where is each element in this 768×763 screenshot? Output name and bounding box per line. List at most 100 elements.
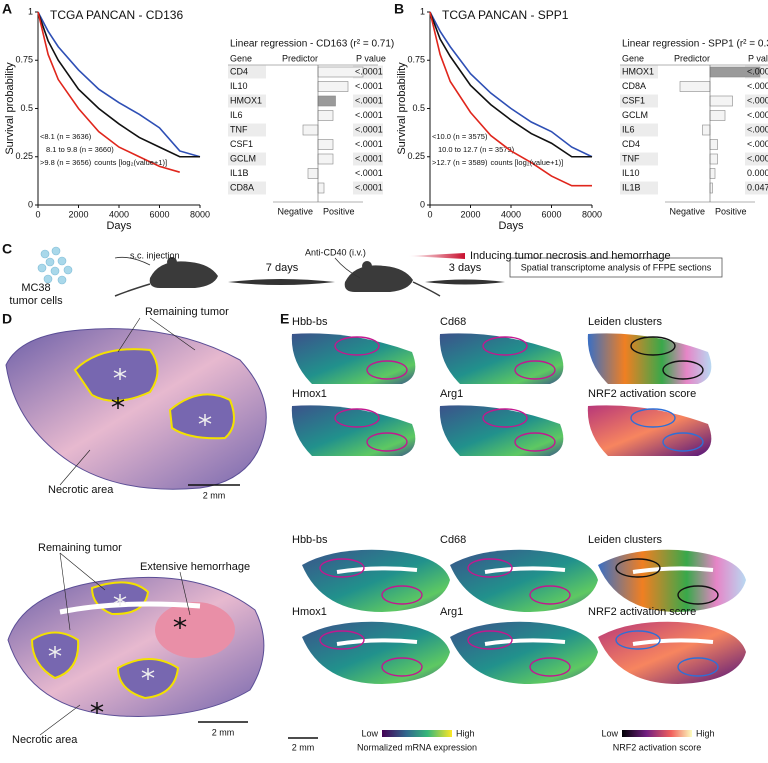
step-label: 3 days (449, 262, 482, 274)
legend-entry: <10.0 (n = 3575) (432, 132, 488, 141)
table-header: Predictor (282, 53, 318, 63)
row-bg (620, 152, 658, 166)
row-bg (745, 109, 768, 122)
gap (336, 566, 418, 574)
p-value: <.0001 (355, 168, 383, 178)
table-title: Linear regression - CD163 (r² = 0.71) (230, 39, 394, 50)
x-axis-label: Days (106, 220, 132, 232)
spatial-map (302, 549, 450, 612)
cells-label: MC38 (21, 282, 50, 294)
scale-label: 2 mm (292, 742, 315, 752)
bar (317, 139, 334, 150)
map-title: Leiden clusters (588, 316, 662, 328)
map-title: NRF2 activation score (588, 388, 696, 400)
x-tick-label: 8000 (582, 209, 602, 219)
spatial-map (439, 333, 564, 384)
panel-label: D (2, 311, 12, 327)
gap (484, 566, 566, 574)
bar (709, 153, 718, 165)
gene-name: IL1B (622, 182, 641, 192)
y-tick-label: 0.5 (412, 103, 425, 113)
map-title: Hbb-bs (292, 316, 328, 328)
annotation: Necrotic area (12, 734, 78, 746)
row-bg (353, 181, 383, 195)
axis-label: Negative (669, 206, 705, 216)
bar (317, 110, 334, 121)
p-value: 0.0473 (747, 182, 768, 192)
legend-entry: <8.1 (n = 3636) (40, 132, 92, 141)
row-bg (228, 123, 266, 137)
x-tick-label: 2000 (460, 209, 480, 219)
region-outline (615, 558, 661, 578)
p-value: 0.0003 (747, 168, 768, 178)
p-value: <.0001 (355, 110, 383, 120)
p-value: <.0001 (355, 66, 383, 76)
region-outline (630, 408, 676, 428)
bar (302, 124, 319, 136)
y-tick-label: 0.25 (15, 151, 33, 161)
gene-name: TNF (622, 153, 640, 163)
region-outline (529, 657, 571, 677)
region-outline (319, 558, 365, 578)
row-bg (745, 181, 768, 195)
row-bg (228, 65, 266, 79)
row-bg (745, 94, 768, 108)
p-value: <.0001 (747, 110, 768, 120)
spatial-map (450, 621, 598, 684)
bar (317, 182, 325, 194)
map-title: Hmox1 (292, 388, 327, 400)
region-outline (514, 360, 556, 380)
gene-name: GCLM (622, 110, 648, 120)
p-value: <.0001 (747, 95, 768, 105)
region-outline (677, 585, 719, 605)
region-outline (615, 630, 661, 650)
axis-label: Negative (277, 206, 313, 216)
p-value: <.0001 (355, 139, 383, 149)
legend-high: High (456, 728, 475, 738)
legend-note: counts [log₂(value+1)] (490, 158, 563, 167)
p-value: <.0001 (747, 153, 768, 163)
chart-title: TCGA PANCAN - CD136 (50, 8, 183, 22)
table-header: P value (748, 53, 768, 63)
gene-name: HMOX1 (622, 66, 654, 76)
y-tick-label: 1 (420, 6, 425, 16)
region-outline (381, 657, 423, 677)
x-tick-label: 0 (427, 209, 432, 219)
x-tick-label: 4000 (109, 209, 129, 219)
bar (317, 95, 336, 107)
x-tick-label: 4000 (501, 209, 521, 219)
p-value: <.0001 (355, 182, 383, 192)
y-tick-label: 0.25 (407, 151, 425, 161)
legend-entry: 10.0 to 12.7 (n = 3579) (438, 145, 515, 154)
bar (709, 182, 713, 194)
row-bg (353, 167, 383, 180)
p-value: <.0001 (747, 139, 768, 149)
legend-entry: >12.7 (n = 3589) (432, 158, 488, 167)
gene-name: IL1B (230, 168, 249, 178)
histology (5, 317, 267, 736)
legend-caption: Normalized mRNA expression (357, 742, 477, 752)
row-bg (353, 152, 383, 166)
gene-name: CD8A (230, 182, 254, 192)
x-tick-label: 8000 (190, 209, 210, 219)
colorbar (382, 730, 452, 737)
bar (709, 139, 718, 150)
annotation: Remaining tumor (145, 306, 229, 318)
legend-entry: 8.1 to 9.8 (n = 3660) (46, 145, 114, 154)
row-bg (620, 65, 658, 79)
x-tick-label: 6000 (541, 209, 561, 219)
row-bg (228, 181, 266, 195)
bar (317, 153, 334, 165)
gap (632, 566, 714, 574)
p-value: <.0001 (747, 66, 768, 76)
x-tick-label: 6000 (149, 209, 169, 219)
survival-curve (429, 11, 592, 187)
row-bg (620, 80, 658, 93)
scale-label: 2 mm (212, 727, 235, 737)
annotation: Remaining tumor (38, 542, 122, 554)
y-tick-label: 1 (28, 6, 33, 16)
gap (336, 638, 418, 646)
row-bg (745, 80, 768, 93)
region-outline (467, 558, 513, 578)
bar (702, 124, 711, 136)
